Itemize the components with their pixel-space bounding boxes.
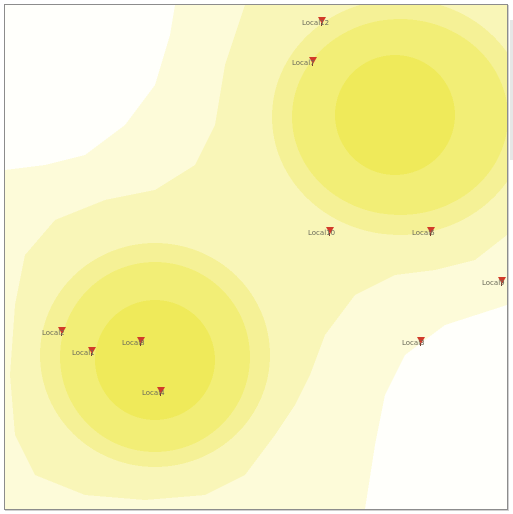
density-level-4-ne	[335, 55, 455, 175]
location-marker-local3[interactable]	[416, 337, 428, 347]
map-canvas[interactable]: Local12 Local7 Local10 Local6 Local9 Loc…	[4, 4, 508, 510]
location-label-local9: Local9	[482, 279, 505, 287]
location-label-local3: Local3	[402, 339, 425, 347]
location-label-local2: Local2	[42, 329, 65, 337]
location-label-local7: Local7	[292, 59, 315, 67]
location-label-local1: Local1	[72, 349, 95, 357]
location-label-local4: Local4	[142, 389, 165, 397]
location-marker-local9[interactable]	[497, 277, 507, 287]
location-label-local12: Local12	[302, 19, 330, 27]
density-level-4-sw	[95, 300, 215, 420]
location-marker-local8[interactable]	[136, 337, 148, 347]
scrollbar-edge[interactable]	[510, 20, 513, 160]
location-marker-local12[interactable]	[317, 17, 329, 27]
density-heatmap	[5, 5, 507, 509]
location-label-local6: Local6	[412, 229, 435, 237]
location-marker-local4[interactable]	[156, 387, 168, 397]
location-label-local10: Local10	[308, 229, 336, 237]
location-marker-local7[interactable]	[308, 57, 320, 67]
location-marker-local6[interactable]	[426, 227, 438, 237]
location-label-local8: Local8	[122, 339, 145, 347]
location-marker-local1[interactable]	[87, 347, 99, 357]
location-marker-local2[interactable]	[57, 327, 69, 337]
location-marker-local10[interactable]	[325, 227, 337, 237]
